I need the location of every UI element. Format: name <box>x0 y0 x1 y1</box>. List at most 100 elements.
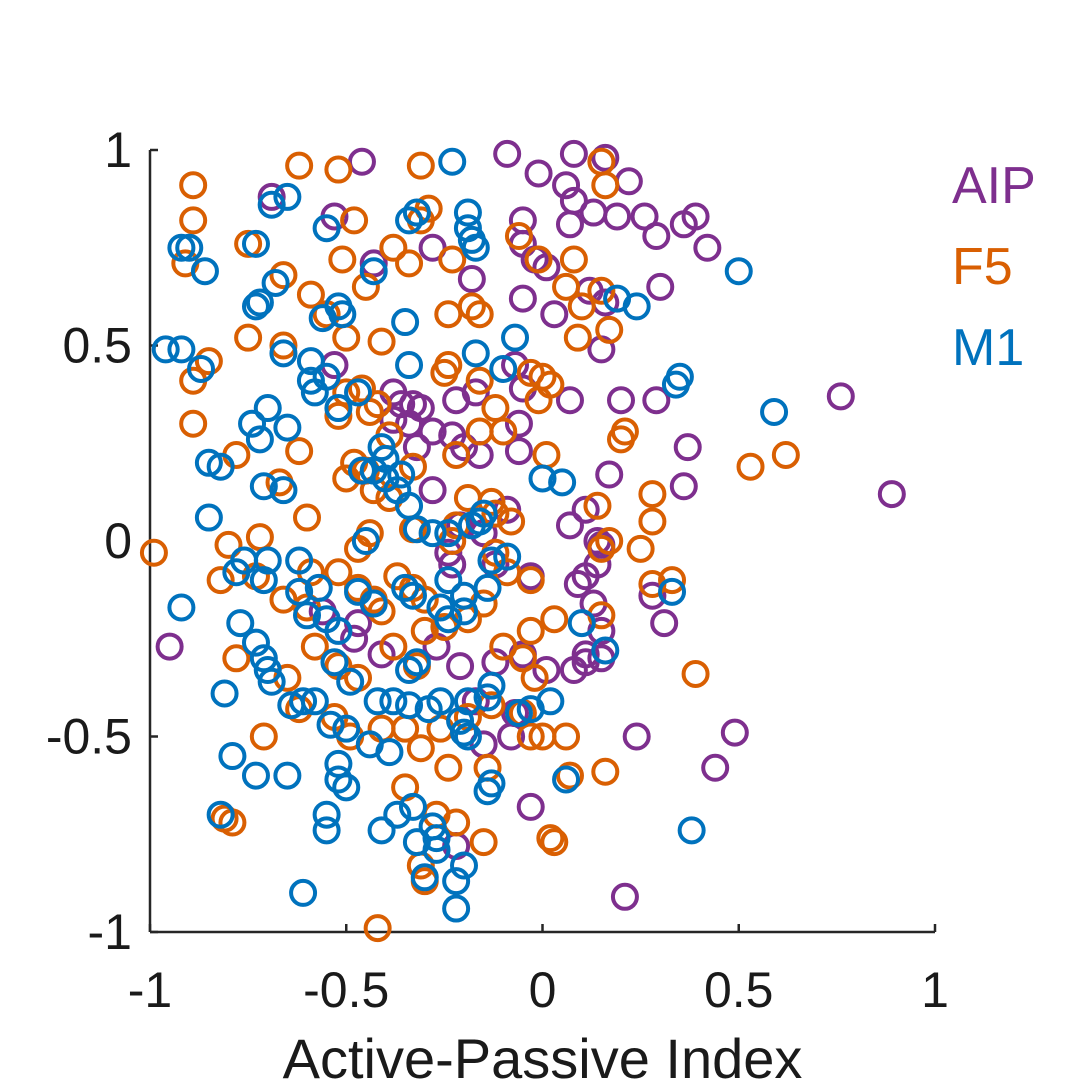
data-point-m1 <box>245 425 274 454</box>
data-point-f5 <box>379 233 408 262</box>
data-point-m1 <box>410 863 439 892</box>
data-point-aip <box>457 265 486 294</box>
data-point-f5 <box>249 722 278 751</box>
data-point-m1 <box>300 687 329 716</box>
data-point-m1 <box>548 468 577 497</box>
x-axis-label: Active-Passive Index <box>283 1027 803 1084</box>
y-tick-label: 0 <box>104 513 132 569</box>
data-point-f5 <box>465 417 494 446</box>
data-point-m1 <box>418 519 447 548</box>
legend: AIP F5 M1 <box>952 157 1036 377</box>
data-point-f5 <box>324 401 353 430</box>
data-point-f5 <box>587 276 616 305</box>
data-point-m1 <box>359 257 388 286</box>
series-f5 <box>139 147 800 943</box>
data-point-f5 <box>591 171 620 200</box>
markers <box>139 139 906 943</box>
legend-label-m1: M1 <box>952 319 1024 377</box>
data-point-f5 <box>552 272 581 301</box>
data-point-m1 <box>363 687 392 716</box>
data-point-f5 <box>532 440 561 469</box>
data-point-aip <box>155 632 184 661</box>
data-point-f5 <box>591 757 620 786</box>
data-point-m1 <box>567 609 596 638</box>
y-tick-label: 1 <box>104 122 132 178</box>
data-point-aip <box>418 476 447 505</box>
data-point-m1 <box>359 589 388 618</box>
data-point-f5 <box>206 566 235 595</box>
data-point-aip <box>826 382 855 411</box>
data-point-m1 <box>167 593 196 622</box>
data-point-f5 <box>340 206 369 235</box>
data-point-f5 <box>234 229 263 258</box>
data-point-f5 <box>434 753 463 782</box>
data-point-f5 <box>285 151 314 180</box>
data-point-aip <box>532 253 561 282</box>
data-point-m1 <box>434 605 463 634</box>
data-point-aip <box>516 792 545 821</box>
x-tick-label: -1 <box>128 962 172 1018</box>
data-point-aip <box>347 147 376 176</box>
data-point-m1 <box>206 800 235 829</box>
data-point-m1 <box>210 679 239 708</box>
data-point-f5 <box>481 499 510 528</box>
data-point-m1 <box>167 233 196 262</box>
data-point-f5 <box>465 300 494 329</box>
data-point-m1 <box>450 718 478 747</box>
data-point-f5 <box>595 315 624 344</box>
data-point-m1 <box>304 573 333 602</box>
data-point-m1 <box>426 687 455 716</box>
data-point-f5 <box>516 566 545 595</box>
data-point-f5 <box>540 828 569 857</box>
data-point-aip <box>493 139 522 168</box>
data-point-f5 <box>344 534 373 563</box>
data-point-m1 <box>504 699 533 728</box>
data-point-m1 <box>552 765 581 794</box>
data-point-m1 <box>289 878 318 907</box>
data-point-aip <box>552 171 581 200</box>
data-point-f5 <box>395 249 424 278</box>
data-point-f5 <box>434 300 463 329</box>
data-point-m1 <box>344 378 373 407</box>
data-point-m1 <box>402 198 431 227</box>
data-point-m1 <box>450 851 478 880</box>
data-point-m1 <box>402 515 431 544</box>
data-point-f5 <box>245 523 274 552</box>
data-point-m1 <box>241 628 270 657</box>
data-point-aip <box>583 550 612 579</box>
data-point-f5 <box>771 440 800 469</box>
data-point-m1 <box>465 507 494 536</box>
data-point-m1 <box>477 546 506 575</box>
data-point-m1 <box>665 362 694 391</box>
data-point-f5 <box>516 722 545 751</box>
data-point-aip <box>673 433 702 462</box>
data-point-m1 <box>473 777 502 806</box>
data-point-f5 <box>179 171 208 200</box>
data-point-aip <box>642 386 671 415</box>
data-point-m1 <box>383 800 412 829</box>
data-point-aip <box>340 624 369 653</box>
data-point-m1 <box>241 761 270 790</box>
data-point-m1 <box>253 394 282 423</box>
data-point-f5 <box>736 452 765 481</box>
data-point-aip <box>555 386 584 415</box>
data-point-m1 <box>387 460 416 489</box>
data-point-aip <box>591 143 620 172</box>
data-point-m1 <box>450 597 478 626</box>
data-point-m1 <box>391 573 420 602</box>
data-point-f5 <box>520 663 549 692</box>
data-point-m1 <box>151 335 180 364</box>
data-point-m1 <box>312 816 341 845</box>
data-point-m1 <box>241 292 270 321</box>
data-point-aip <box>614 167 643 196</box>
data-point-f5 <box>300 632 329 661</box>
data-point-m1 <box>194 503 223 532</box>
data-point-f5 <box>194 347 223 376</box>
data-point-m1 <box>760 397 789 426</box>
data-point-m1 <box>316 710 345 739</box>
data-point-f5 <box>552 722 581 751</box>
data-point-f5 <box>214 530 243 559</box>
data-point-m1 <box>285 546 314 575</box>
data-point-m1 <box>402 828 431 857</box>
